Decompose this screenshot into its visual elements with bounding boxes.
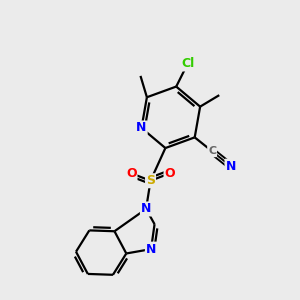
Text: N: N (146, 243, 156, 256)
Text: C: C (208, 146, 216, 156)
Text: N: N (141, 202, 151, 215)
Text: N: N (226, 160, 236, 172)
Text: O: O (164, 167, 175, 180)
Text: N: N (136, 122, 147, 134)
Text: S: S (146, 174, 155, 187)
Text: O: O (126, 167, 136, 180)
Text: Cl: Cl (181, 58, 194, 70)
